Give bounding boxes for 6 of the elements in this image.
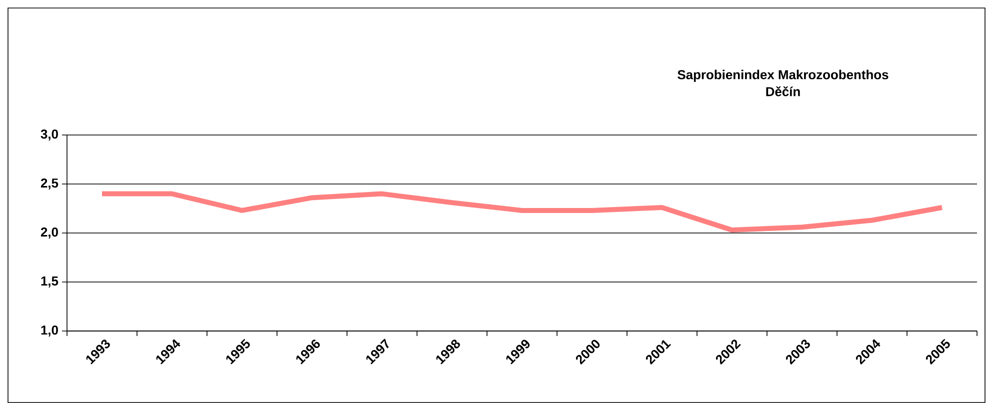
y-tick-label: 1,5 bbox=[41, 276, 58, 288]
y-tick-label: 2,0 bbox=[40, 227, 58, 239]
y-tick-label: 3,0 bbox=[40, 129, 58, 141]
y-tick-label: 1,0 bbox=[41, 325, 58, 337]
chart-title: Saprobienindex Makrozoobenthos Děčín bbox=[678, 70, 888, 96]
y-tick-label: 2,5 bbox=[40, 178, 58, 190]
